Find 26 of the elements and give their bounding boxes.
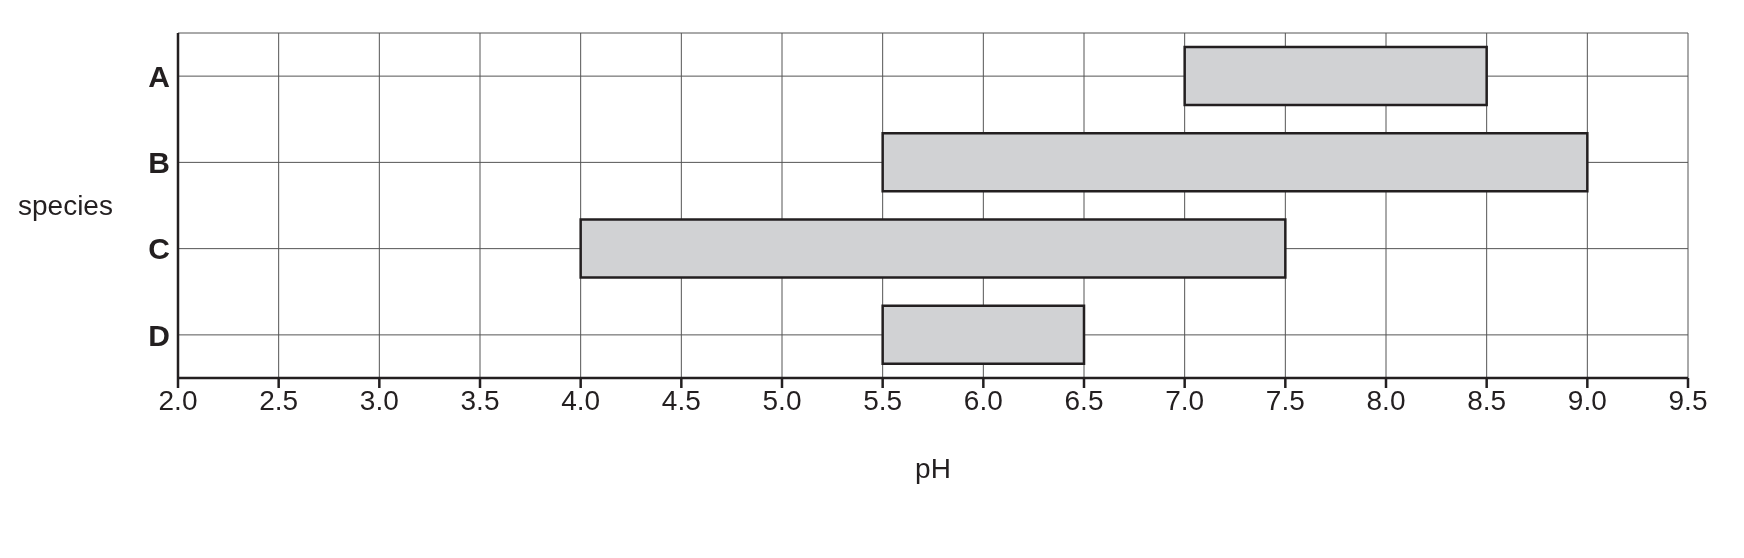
x-tick-label: 4.0 [561,384,601,416]
x-tick-label: 4.5 [661,384,701,416]
bar [881,132,1589,193]
x-tick-label: 7.0 [1165,384,1205,416]
y-tick-label: B [148,146,170,180]
x-tick-label: 7.5 [1265,384,1305,416]
x-tick-label: 9.0 [1567,384,1607,416]
y-tick-label: C [148,232,170,266]
x-tick-label: 9.5 [1668,384,1708,416]
x-tick-label: 2.0 [158,384,198,416]
y-tick-label: A [148,59,170,93]
x-tick-label: 2.5 [259,384,299,416]
x-tick-label: 5.5 [863,384,903,416]
bar [1183,45,1488,107]
bar [881,304,1086,365]
x-tick-label: 6.5 [1064,384,1104,416]
x-tick-label: 3.5 [460,384,500,416]
x-tick-label: 3.0 [359,384,399,416]
x-tick-label: 8.5 [1467,384,1507,416]
x-tick-label: 5.0 [762,384,802,416]
x-axis-title: pH [915,453,951,484]
x-tick-label: 6.0 [963,384,1003,416]
bar [579,218,1287,279]
x-tick-label: 8.0 [1366,384,1406,416]
y-axis-title: species [18,190,113,222]
y-tick-label: D [148,318,170,352]
